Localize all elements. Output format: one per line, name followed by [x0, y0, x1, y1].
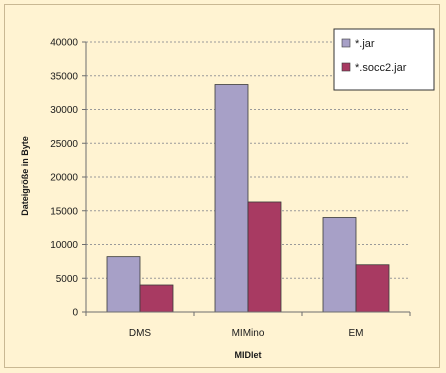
legend-swatch	[341, 38, 351, 48]
bar-socc2-jar-dms	[139, 284, 174, 313]
y-tick-label: 30000	[50, 105, 78, 116]
bar-socc2-jar-mimino	[247, 201, 282, 313]
y-tick-label: 15000	[50, 206, 78, 217]
legend-label: *.jar	[355, 38, 375, 50]
bars	[106, 84, 390, 313]
y-tick-label: 5000	[56, 274, 79, 285]
y-axis-label: Dateigröße in Byte	[20, 136, 30, 216]
bar-socc2-jar-em	[355, 264, 390, 313]
y-tick-label: 35000	[50, 71, 78, 82]
y-tick-label: 10000	[50, 240, 78, 251]
legend-swatch	[341, 62, 351, 72]
bar-jar-mimino	[214, 84, 249, 313]
x-axis-ticks: DMS MIMino EM	[85, 312, 411, 339]
y-tick-label: 20000	[50, 173, 78, 184]
x-tick-label: MIMino	[232, 328, 265, 339]
y-tick-label: 0	[72, 308, 78, 319]
legend-label: *.socc2.jar	[355, 62, 407, 74]
legend: *.jar *.socc2.jar	[333, 28, 435, 91]
legend-box	[333, 28, 435, 91]
y-tick-label: 25000	[50, 139, 78, 150]
bar-jar-em	[322, 217, 357, 313]
x-tick-label: DMS	[129, 328, 152, 339]
chart-frame	[4, 4, 440, 368]
bar-jar-dms	[106, 256, 141, 313]
y-tick-label: 40000	[50, 38, 78, 49]
x-axis-label: MIDlet	[235, 350, 262, 360]
y-axis-ticks: 0 5000 10000 15000 20000 25000 30000 35000 40000	[50, 38, 86, 319]
x-tick-label: EM	[349, 328, 364, 339]
